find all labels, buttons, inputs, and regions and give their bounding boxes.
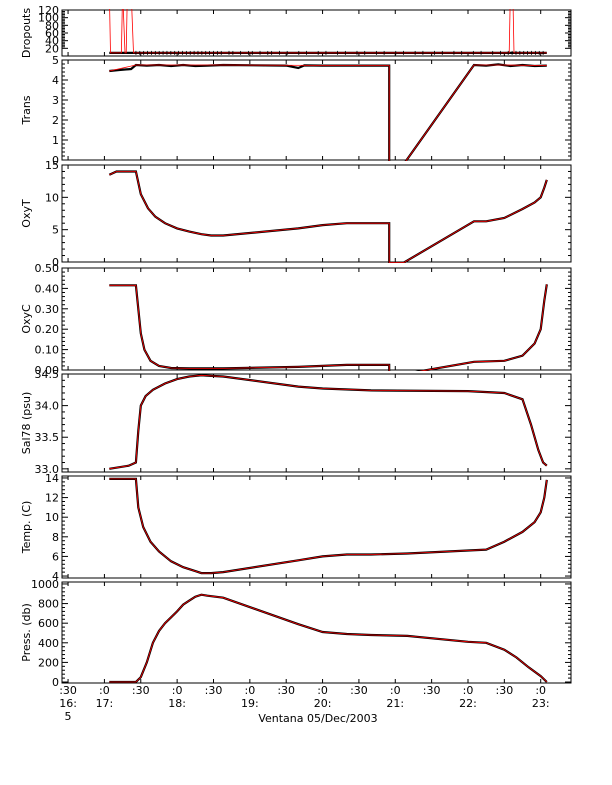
y-axis-label: Temp. (C)	[20, 501, 33, 555]
x-tick-label: :0	[317, 684, 328, 697]
x-tick-label: :0	[535, 684, 546, 697]
y-tick-label: 0	[52, 256, 59, 269]
y-tick-label: 33.0	[35, 463, 60, 476]
y-tick-label: 600	[38, 617, 59, 630]
y-tick-label: 0.10	[35, 344, 60, 357]
y-tick-label: 6	[52, 550, 59, 563]
data-series-black	[108, 170, 548, 263]
y-tick-label: 14	[45, 472, 59, 485]
y-tick-label: 4	[52, 74, 59, 87]
y-tick-label: 40	[45, 35, 59, 48]
y-tick-label: 0.20	[35, 323, 60, 336]
x-tick-label-hour: 21:	[386, 697, 404, 710]
y-tick-label: 5	[52, 54, 59, 67]
x-tick-label-hour: 19:	[241, 697, 259, 710]
panel-frame	[61, 581, 572, 684]
y-axis-label: OxyC	[20, 304, 33, 334]
y-tick-label: 15	[45, 159, 59, 172]
x-tick-label-hour: 18:	[168, 697, 186, 710]
data-series-black	[109, 374, 548, 470]
panel-frame	[61, 9, 572, 57]
y-tick-label: 20	[45, 42, 59, 55]
x-tick-label: :30	[132, 684, 150, 697]
panel-3: 0 5 10 15 OxyT	[20, 159, 572, 269]
data-series-black	[109, 284, 548, 371]
y-axis-label: Press. (db)	[20, 603, 33, 662]
y-tick-label: 0	[52, 154, 59, 167]
panel-frame	[61, 164, 572, 263]
x-tick-label-extra: 5	[65, 710, 72, 723]
y-tick-label: 1000	[31, 578, 59, 591]
data-series-black	[109, 593, 548, 684]
data-series-red	[109, 594, 548, 683]
data-series-red	[109, 374, 548, 470]
panel-frame	[61, 59, 572, 161]
x-tick-label: :0	[244, 684, 255, 697]
x-tick-label-hour: 22:	[459, 697, 477, 710]
x-tick-label: :30	[277, 684, 295, 697]
x-tick-label: :0	[463, 684, 474, 697]
y-tick-label: 33.5	[35, 431, 60, 444]
data-series-red	[109, 64, 547, 161]
y-tick-label: 34.5	[35, 368, 60, 381]
x-tick-label-hour: 20:	[314, 697, 332, 710]
y-tick-label: 2	[52, 114, 59, 127]
x-tick-label-hour: 23:	[532, 697, 550, 710]
y-tick-label: 120	[38, 4, 59, 17]
x-tick-label: :30	[205, 684, 223, 697]
panel-2: 0 1 2 3 4 5 Trans	[20, 54, 572, 167]
x-tick-label: :30	[423, 684, 441, 697]
y-tick-label: 400	[38, 637, 59, 650]
x-tick-label: :30	[59, 684, 77, 697]
panel-4: 0.00 0.10 0.20 0.30 0.40 0.50 OxyC	[20, 262, 572, 377]
y-tick-label: 80	[45, 19, 59, 32]
y-tick-label: 60	[45, 27, 59, 40]
y-tick-label: 8	[52, 531, 59, 544]
x-tick-label-hour: 16:	[59, 697, 77, 710]
y-tick-label: 4	[52, 570, 59, 583]
y-tick-label: 0.40	[35, 282, 60, 295]
y-tick-label: 3	[52, 94, 59, 107]
x-tick-label: :30	[350, 684, 368, 697]
y-axis-label: Dropouts	[20, 8, 33, 58]
y-tick-label: 12	[45, 492, 59, 505]
data-series-red	[109, 171, 548, 263]
y-tick-label: 10	[45, 191, 59, 204]
data-series-red	[109, 284, 548, 371]
panel-frame	[61, 267, 572, 371]
panel-6: 4 6 8 10 12 14 Temp. (C)	[20, 472, 572, 583]
y-tick-label: 0	[52, 676, 59, 689]
y-tick-label: 5	[52, 224, 59, 237]
data-series-red	[109, 478, 548, 574]
y-axis-label: Trans	[20, 95, 33, 125]
x-axis-label: Ventana 05/Dec/2003	[258, 712, 377, 725]
x-tick-label: :0	[172, 684, 183, 697]
y-tick-label: 10	[45, 511, 59, 524]
y-tick-label: 1	[52, 134, 59, 147]
data-series-black	[109, 63, 547, 161]
x-tick-label: :0	[99, 684, 110, 697]
y-tick-label: 34.0	[35, 400, 60, 413]
y-tick-label: 0.30	[35, 303, 60, 316]
y-tick-label: 200	[38, 656, 59, 669]
data-series-red	[109, 9, 547, 54]
y-tick-label: 100	[38, 12, 59, 25]
y-tick-label: 0.00	[35, 364, 60, 377]
data-series-black	[109, 477, 548, 575]
panel-frame	[61, 475, 572, 579]
y-tick-label: 0.50	[35, 262, 60, 275]
x-tick-label: :30	[495, 684, 513, 697]
panel-frame	[61, 373, 572, 473]
y-tick-label: 800	[38, 598, 59, 611]
x-axis-labels: :3016:5:017::30:018::30:019::30:020::30:…	[59, 684, 549, 723]
panel-7: 0 200 400 600 800 1000 Press. (db)	[20, 578, 572, 689]
y-axis-label: Sal78 (psu)	[20, 392, 33, 455]
y-axis-label: OxyT	[20, 199, 33, 228]
x-tick-label-hour: 17:	[96, 697, 114, 710]
x-tick-label: :0	[390, 684, 401, 697]
